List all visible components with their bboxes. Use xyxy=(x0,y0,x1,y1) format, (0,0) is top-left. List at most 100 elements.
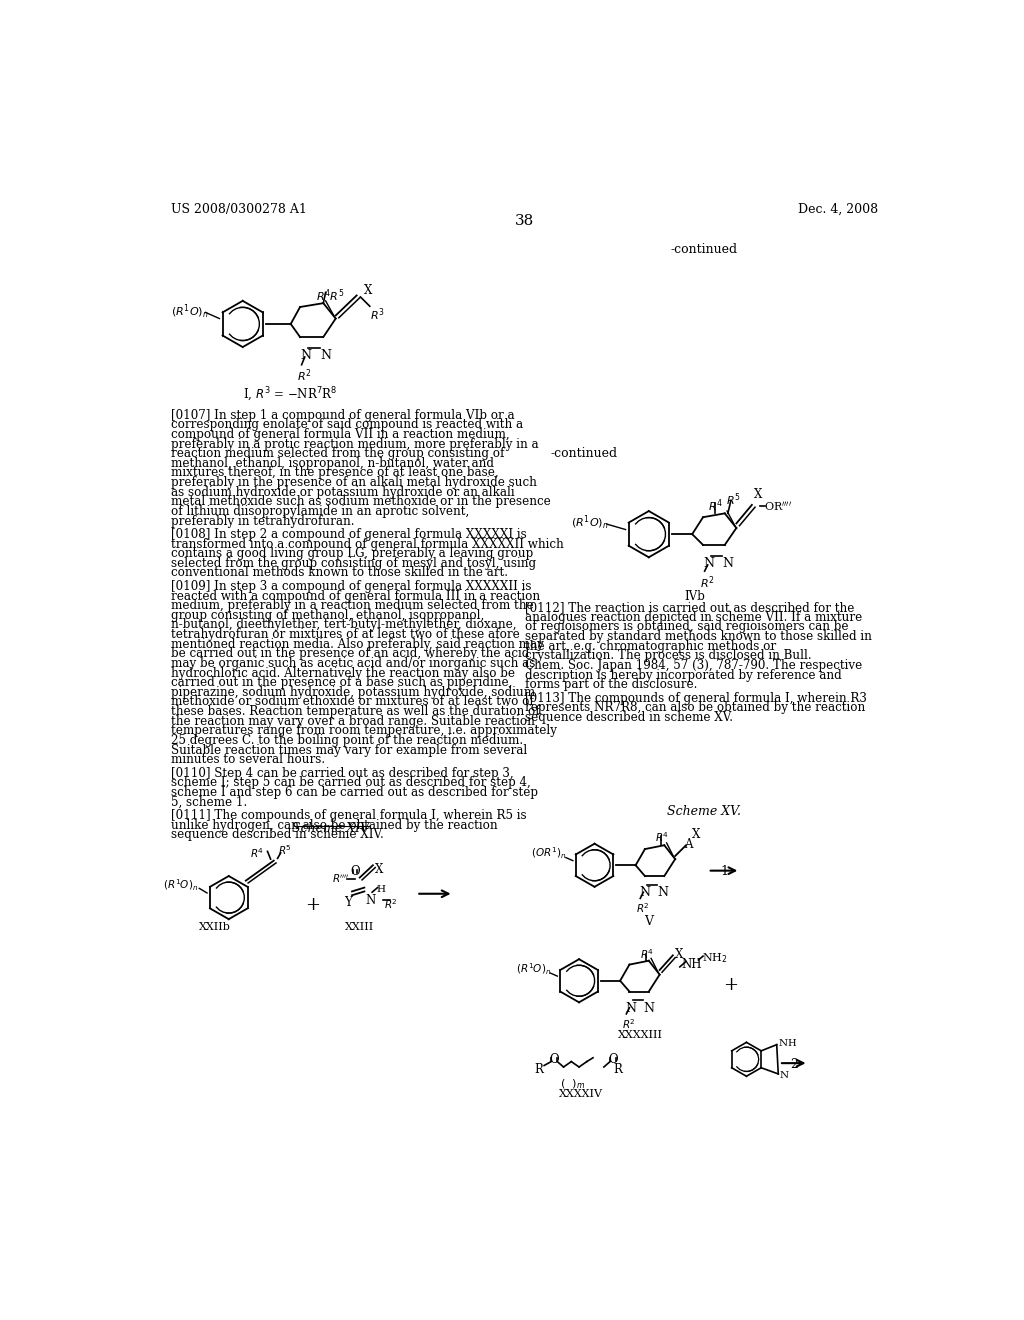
Text: N: N xyxy=(640,886,650,899)
Text: n-butanol, dieethylether, tert-butyl-methylether, dioxane,: n-butanol, dieethylether, tert-butyl-met… xyxy=(171,619,516,631)
Text: $(\ \ )_m$: $(\ \ )_m$ xyxy=(560,1077,586,1090)
Text: [0113] The compounds of general formula I, wherein R3: [0113] The compounds of general formula … xyxy=(524,692,866,705)
Text: Suitable reaction times may vary for example from several: Suitable reaction times may vary for exa… xyxy=(171,743,527,756)
Text: $(R^1O)_n$: $(R^1O)_n$ xyxy=(571,515,609,532)
Text: +: + xyxy=(305,896,319,913)
Text: medium, preferably in a reaction medium selected from the: medium, preferably in a reaction medium … xyxy=(171,599,534,612)
Text: $R^4R^5$: $R^4R^5$ xyxy=(315,288,344,305)
Text: N: N xyxy=(300,350,311,363)
Text: 2: 2 xyxy=(790,1057,798,1071)
Text: V: V xyxy=(644,915,653,928)
Text: $R^5$: $R^5$ xyxy=(726,491,741,508)
Text: Scheme XIV: Scheme XIV xyxy=(293,822,370,836)
Text: XXIII: XXIII xyxy=(345,923,374,932)
Text: metal methoxide such as sodium methoxide or in the presence: metal methoxide such as sodium methoxide… xyxy=(171,495,550,508)
Text: $R^4$: $R^4$ xyxy=(708,498,723,513)
Text: $R^3$: $R^3$ xyxy=(370,306,385,323)
Text: separated by standard methods known to those skilled in: separated by standard methods known to t… xyxy=(524,630,871,643)
Text: XXXXIV: XXXXIV xyxy=(559,1089,603,1098)
Text: H: H xyxy=(787,1039,797,1048)
Text: N: N xyxy=(366,894,376,907)
Text: represents NR7R8, can also be obtained by the reaction: represents NR7R8, can also be obtained b… xyxy=(524,701,865,714)
Text: selected from the group consisting of mesyl and tosyl, using: selected from the group consisting of me… xyxy=(171,557,536,570)
Text: [0112] The reaction is carried out as described for the: [0112] The reaction is carried out as de… xyxy=(524,601,854,614)
Text: unlike hydrogen, can also be obtained by the reaction: unlike hydrogen, can also be obtained by… xyxy=(171,818,498,832)
Text: hydrochloric acid. Alternatively the reaction may also be: hydrochloric acid. Alternatively the rea… xyxy=(171,667,515,680)
Text: piperazine, sodium hydroxide, potassium hydroxide, sodium: piperazine, sodium hydroxide, potassium … xyxy=(171,686,535,698)
Text: N: N xyxy=(722,557,733,570)
Text: N: N xyxy=(643,1002,654,1015)
Text: reaction medium selected from the group consisting of: reaction medium selected from the group … xyxy=(171,447,504,461)
Text: mentioned reaction media. Also preferably, said reaction may: mentioned reaction media. Also preferabl… xyxy=(171,638,544,651)
Text: I, $R^3$ = $-$NR$^7$R$^8$: I, $R^3$ = $-$NR$^7$R$^8$ xyxy=(243,385,337,404)
Text: Scheme XV.: Scheme XV. xyxy=(667,805,740,818)
Text: $(R^1O)_n$: $(R^1O)_n$ xyxy=(163,878,199,892)
Text: O: O xyxy=(608,1053,617,1067)
Text: $R^4$: $R^4$ xyxy=(250,846,264,859)
Text: OR$''''$: OR$''''$ xyxy=(764,499,792,512)
Text: [0110] Step 4 can be carried out as described for step 3,: [0110] Step 4 can be carried out as desc… xyxy=(171,767,513,780)
Text: of regioisomers is obtained, said regioisomers can be: of regioisomers is obtained, said regioi… xyxy=(524,620,848,634)
Text: N: N xyxy=(703,557,714,570)
Text: scheme I; step 5 can be carried out as described for step 4,: scheme I; step 5 can be carried out as d… xyxy=(171,776,530,789)
Text: XXXXIII: XXXXIII xyxy=(617,1030,663,1040)
Text: [0108] In step 2 a compound of general formula XXXXXI is: [0108] In step 2 a compound of general f… xyxy=(171,528,526,541)
Text: O: O xyxy=(550,1053,559,1067)
Text: compound of general formula VII in a reaction medium,: compound of general formula VII in a rea… xyxy=(171,428,509,441)
Text: as sodium hydroxide or potassium hydroxide or an alkali: as sodium hydroxide or potassium hydroxi… xyxy=(171,486,514,499)
Text: [0109] In step 3 a compound of general formula XXXXXII is: [0109] In step 3 a compound of general f… xyxy=(171,579,531,593)
Text: methanol, ethanol, isopropanol, n-butanol, water and: methanol, ethanol, isopropanol, n-butano… xyxy=(171,457,494,470)
Text: +: + xyxy=(723,977,738,994)
Text: [0107] In step 1 a compound of general formula VIb or a: [0107] In step 1 a compound of general f… xyxy=(171,409,514,421)
Text: X: X xyxy=(692,829,700,841)
Text: of lithium diisopropylamide in an aprotic solvent,: of lithium diisopropylamide in an aproti… xyxy=(171,506,469,517)
Text: N: N xyxy=(626,1002,637,1015)
Text: US 2008/0300278 A1: US 2008/0300278 A1 xyxy=(171,203,306,216)
Text: be carried out in the presence of an acid, whereby the acid: be carried out in the presence of an aci… xyxy=(171,647,529,660)
Text: preferably in the presence of an alkali metal hydroxide such: preferably in the presence of an alkali … xyxy=(171,477,537,488)
Text: 1: 1 xyxy=(720,866,728,878)
Text: contains a good living group LG, preferably a leaving group: contains a good living group LG, prefera… xyxy=(171,548,532,560)
Text: H: H xyxy=(376,884,385,894)
Text: conventional methods known to those skilled in the art.: conventional methods known to those skil… xyxy=(171,566,508,579)
Text: $R''''$: $R''''$ xyxy=(332,873,350,886)
Text: N: N xyxy=(321,350,331,363)
Text: NH: NH xyxy=(681,958,701,970)
Text: Chem. Soc. Japan 1984, 57 (3), 787-790. The respective: Chem. Soc. Japan 1984, 57 (3), 787-790. … xyxy=(524,659,862,672)
Text: reacted with a compound of general formula III in a reaction: reacted with a compound of general formu… xyxy=(171,590,540,603)
Text: these bases. Reaction temperature as well as the duration of: these bases. Reaction temperature as wel… xyxy=(171,705,540,718)
Text: analogues reaction depicted in scheme VII. If a mixture: analogues reaction depicted in scheme VI… xyxy=(524,611,862,624)
Text: $(R^1O)_n$: $(R^1O)_n$ xyxy=(515,961,551,977)
Text: $R^2$: $R^2$ xyxy=(700,574,715,591)
Text: sequence described in scheme XV.: sequence described in scheme XV. xyxy=(524,711,733,723)
Text: preferably in tetrahydrofuran.: preferably in tetrahydrofuran. xyxy=(171,515,354,528)
Text: transformed into a compound of general formula XXXXXII which: transformed into a compound of general f… xyxy=(171,537,563,550)
Text: methoxide or sodium ethoxide or mixtures of at least two of: methoxide or sodium ethoxide or mixtures… xyxy=(171,696,534,709)
Text: A: A xyxy=(684,838,693,851)
Text: XXIIb: XXIIb xyxy=(200,923,231,932)
Text: temperatures range from room temperature, i.e. approximately: temperatures range from room temperature… xyxy=(171,725,557,738)
Text: may be organic such as acetic acid and/or inorganic such as: may be organic such as acetic acid and/o… xyxy=(171,657,535,671)
Text: NH$_2$: NH$_2$ xyxy=(701,952,727,965)
Text: sequence described in scheme XIV.: sequence described in scheme XIV. xyxy=(171,829,383,841)
Text: X: X xyxy=(365,284,373,297)
Text: $R^2$: $R^2$ xyxy=(297,368,311,384)
Text: Dec. 4, 2008: Dec. 4, 2008 xyxy=(798,203,879,216)
Text: minutes to several hours.: minutes to several hours. xyxy=(171,754,325,766)
Text: 25 degrees C. to the boiling point of the reaction medium.: 25 degrees C. to the boiling point of th… xyxy=(171,734,522,747)
Text: $R^5$: $R^5$ xyxy=(279,843,292,857)
Text: [0111] The compounds of general formula I, wherein R5 is: [0111] The compounds of general formula … xyxy=(171,809,526,822)
Text: X: X xyxy=(755,488,763,502)
Text: $(OR^1)_n$: $(OR^1)_n$ xyxy=(531,846,566,862)
Text: 5, scheme 1.: 5, scheme 1. xyxy=(171,796,247,809)
Text: carried out in the presence of a base such as piperidine,: carried out in the presence of a base su… xyxy=(171,676,512,689)
Text: scheme I and step 6 can be carried out as described for step: scheme I and step 6 can be carried out a… xyxy=(171,785,538,799)
Text: -continued: -continued xyxy=(550,447,617,461)
Text: $R^2$: $R^2$ xyxy=(622,1016,636,1031)
Text: N: N xyxy=(778,1039,787,1048)
Text: 38: 38 xyxy=(515,214,535,228)
Text: IVb: IVb xyxy=(684,590,706,603)
Text: crystallization. The process is disclosed in Bull.: crystallization. The process is disclose… xyxy=(524,649,811,663)
Text: $R^4$: $R^4$ xyxy=(640,948,653,961)
Text: Y: Y xyxy=(344,896,352,909)
